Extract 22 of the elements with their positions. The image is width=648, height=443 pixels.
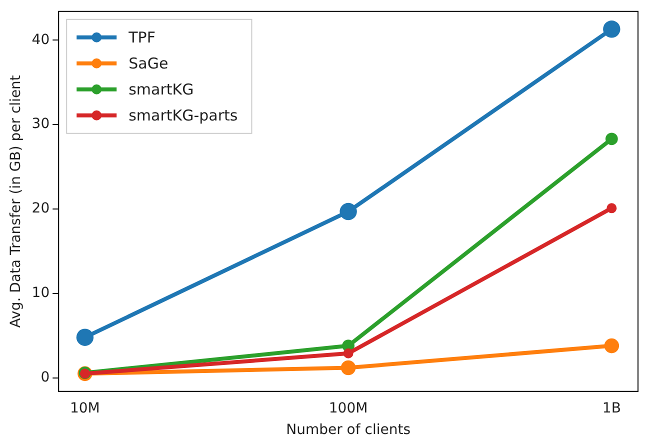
point	[603, 20, 620, 38]
y-tick-label: 30	[32, 116, 50, 132]
legend-label: smartKG-parts	[128, 106, 238, 124]
x-tick-label: 1B	[602, 400, 621, 416]
y-tick-label: 10	[32, 285, 50, 302]
y-tick-label: 0	[40, 370, 50, 386]
point	[340, 360, 356, 376]
x-tick-label: 100M	[328, 400, 368, 416]
point	[343, 348, 354, 358]
y-tick-label: 40	[32, 32, 50, 48]
point	[76, 328, 94, 346]
legend-label: smartKG	[128, 80, 194, 98]
legend-label: TPF	[128, 28, 156, 46]
y-axis-title: Avg. Data Transfer (in GB) per client	[8, 74, 24, 328]
point	[604, 338, 620, 354]
y-tick-label: 20	[32, 200, 50, 217]
x-axis-title: Number of clients	[286, 422, 411, 438]
point	[340, 202, 357, 220]
legend-label: SaGe	[128, 54, 168, 72]
x-tick-label: 10M	[70, 400, 100, 416]
point	[606, 203, 617, 214]
point	[605, 132, 618, 146]
